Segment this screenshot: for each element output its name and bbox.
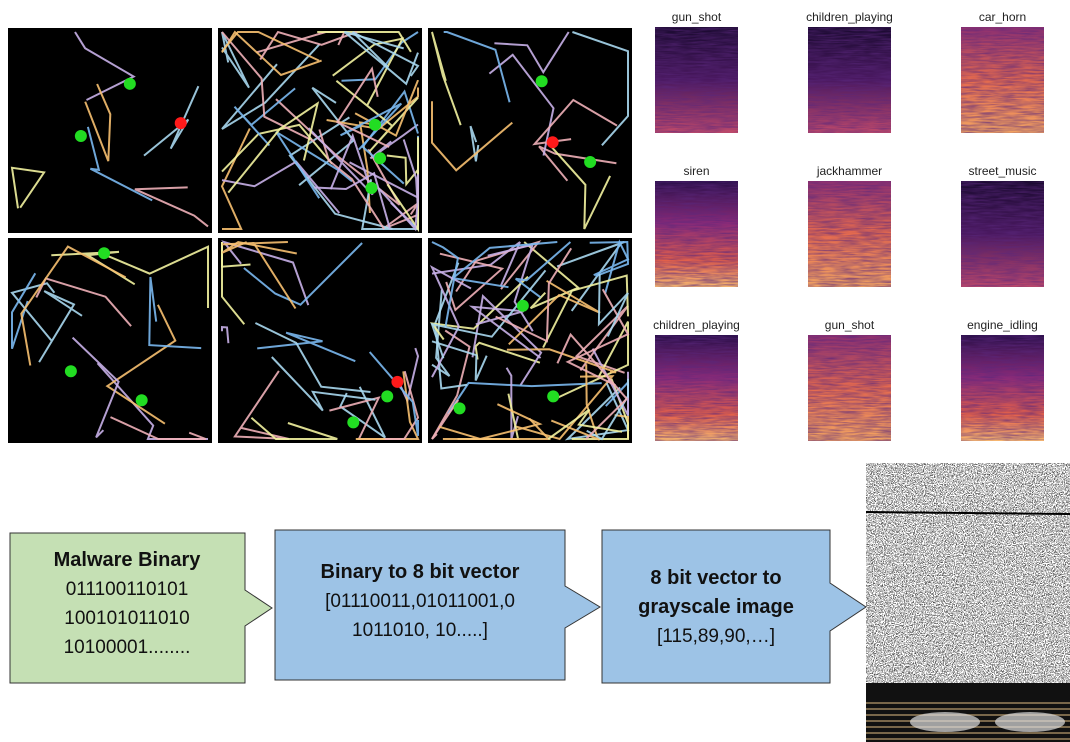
spectrogram-label: jackhammer [816, 164, 882, 178]
spectrogram-label: children_playing [653, 318, 740, 332]
marker [391, 376, 403, 388]
marker [381, 390, 393, 402]
spectrogram-label: car_horn [979, 10, 1026, 24]
marker [98, 247, 110, 259]
marker [369, 119, 381, 131]
spectrogram-texture [961, 335, 1044, 441]
step-title: Malware Binary [54, 549, 202, 571]
marker [75, 130, 87, 142]
marker [347, 416, 359, 428]
spectrogram-texture [655, 27, 738, 133]
step-text: 011100110101 [66, 579, 189, 600]
marker [175, 117, 187, 129]
step-title: 8 bit vector to [650, 567, 781, 589]
marker [374, 152, 386, 164]
spectrogram-grid: gun_shot children_playing car_hornsiren jac… [653, 10, 1044, 441]
marker [454, 402, 466, 414]
spectrogram-label: siren [683, 164, 709, 178]
spectrogram-texture [961, 27, 1044, 133]
spectrogram-label: engine_idling [967, 318, 1038, 332]
marker [124, 78, 136, 90]
step-text: 1011010, 10.....] [352, 620, 488, 641]
spectrogram-texture [655, 181, 738, 287]
spectrogram-texture [655, 335, 738, 441]
step-text: [115,89,90,…] [657, 626, 775, 647]
marker [547, 390, 559, 402]
spectrogram-label: children_playing [806, 10, 893, 24]
spectrogram-label: gun_shot [672, 10, 722, 24]
spectrogram-texture [808, 335, 891, 441]
spectrogram-texture [961, 181, 1044, 287]
marker [517, 300, 529, 312]
trajectory-panels [8, 28, 632, 443]
step-title: grayscale image [638, 596, 794, 618]
spectrogram-texture [808, 181, 891, 287]
marker [136, 394, 148, 406]
marker [584, 156, 596, 168]
step-text: 10100001........ [64, 637, 191, 658]
figure: gun_shot children_playing car_hornsiren jac… [0, 0, 1070, 742]
step-text: 100101011010 [64, 608, 189, 629]
marker [547, 136, 559, 148]
step-text: [01110011,01011001,0 [325, 591, 515, 612]
step-title: Binary to 8 bit vector [321, 561, 520, 583]
spectrogram-texture [808, 27, 891, 133]
spectrogram-label: street_music [968, 164, 1036, 178]
panel [428, 28, 632, 233]
marker [536, 75, 548, 87]
marker [365, 182, 377, 194]
marker [65, 365, 77, 377]
grayscale-image [866, 463, 1070, 742]
spectrogram-label: gun_shot [825, 318, 875, 332]
